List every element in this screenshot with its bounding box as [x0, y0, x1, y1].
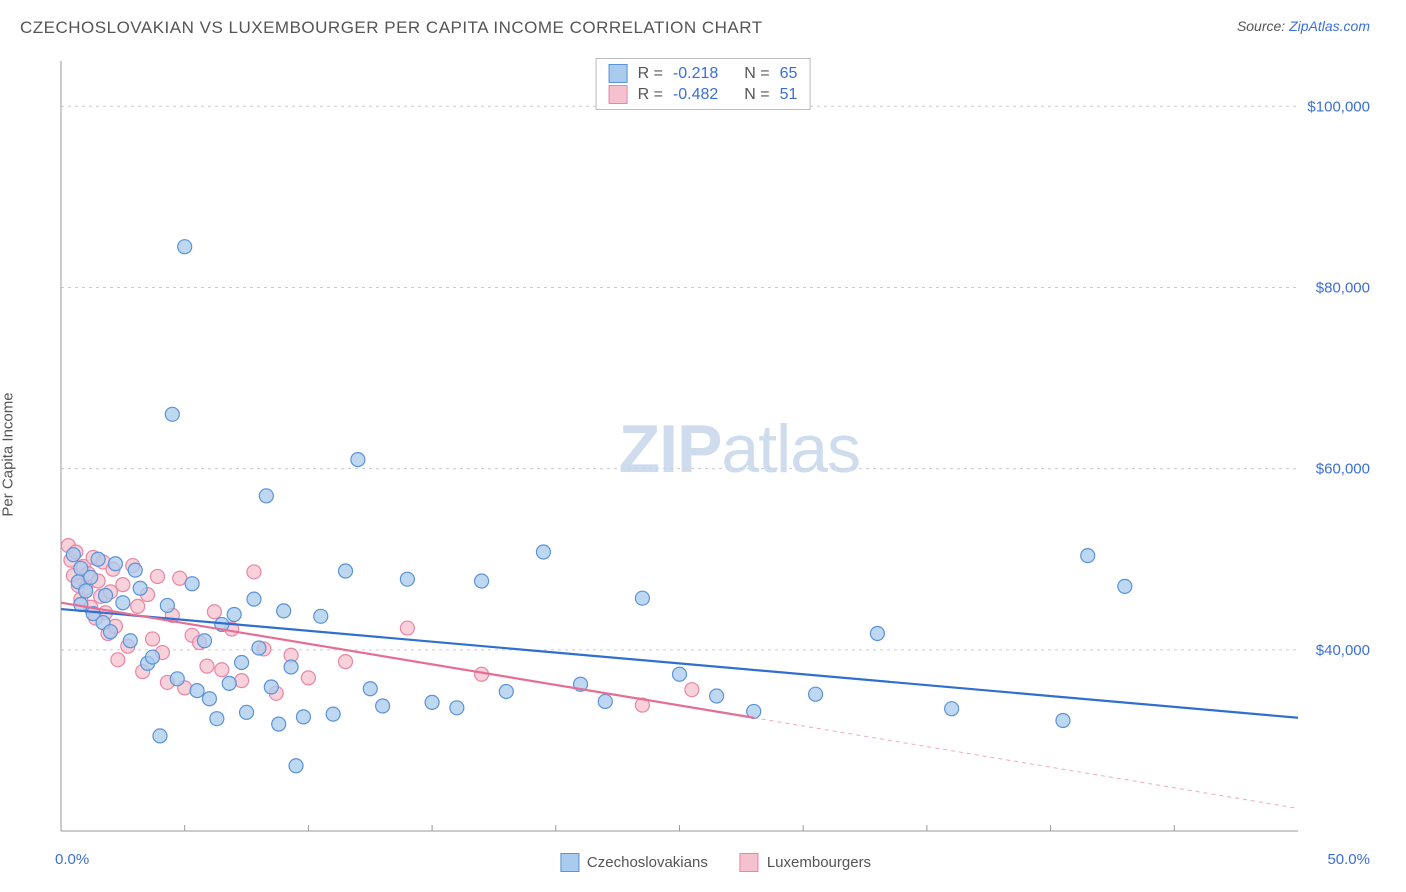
- stats-r-label: R =: [638, 86, 663, 104]
- plot-area: $40,000 $60,000 $80,000 $100,000: [55, 55, 1376, 837]
- y-axis-label: Per Capita Income: [0, 392, 17, 516]
- stats-r-value-0: -0.218: [673, 65, 718, 83]
- stats-swatch-1: [609, 85, 628, 104]
- svg-text:$60,000: $60,000: [1316, 461, 1370, 478]
- legend-item-1: Luxembourgers: [740, 853, 871, 872]
- x-axis-row: 0.0% 50.0% Czechoslovakians Luxembourger…: [55, 844, 1376, 874]
- svg-text:$40,000: $40,000: [1316, 642, 1370, 659]
- source-label: Source:: [1237, 18, 1289, 34]
- legend-item-0: Czechoslovakians: [560, 853, 708, 872]
- series-legend: Czechoslovakians Luxembourgers: [560, 853, 871, 872]
- stats-n-label: N =: [744, 65, 769, 83]
- svg-text:$100,000: $100,000: [1307, 98, 1370, 115]
- legend-swatch-0: [560, 853, 579, 872]
- stats-n-value-0: 65: [780, 65, 798, 83]
- scatter-svg: $40,000 $60,000 $80,000 $100,000: [55, 55, 1376, 837]
- stats-swatch-0: [609, 64, 628, 83]
- stats-row-series-1: R = -0.482 N = 51: [609, 84, 798, 105]
- source-link[interactable]: ZipAtlas.com: [1289, 18, 1370, 34]
- svg-text:$80,000: $80,000: [1316, 279, 1370, 296]
- stats-r-label: R =: [638, 65, 663, 83]
- stats-row-series-0: R = -0.218 N = 65: [609, 63, 798, 84]
- stats-n-label: N =: [744, 86, 769, 104]
- stats-n-value-1: 51: [780, 86, 798, 104]
- stats-r-value-1: -0.482: [673, 86, 718, 104]
- legend-swatch-1: [740, 853, 759, 872]
- x-tick-label-min: 0.0%: [55, 851, 89, 868]
- x-tick-label-max: 50.0%: [1327, 851, 1370, 868]
- chart-container: CZECHOSLOVAKIAN VS LUXEMBOURGER PER CAPI…: [0, 0, 1406, 892]
- source-attribution: Source: ZipAtlas.com: [1237, 18, 1370, 34]
- correlation-stats-box: R = -0.218 N = 65 R = -0.482 N = 51: [596, 58, 811, 110]
- legend-label-1: Luxembourgers: [767, 854, 871, 871]
- legend-label-0: Czechoslovakians: [587, 854, 708, 871]
- chart-title: CZECHOSLOVAKIAN VS LUXEMBOURGER PER CAPI…: [20, 18, 763, 38]
